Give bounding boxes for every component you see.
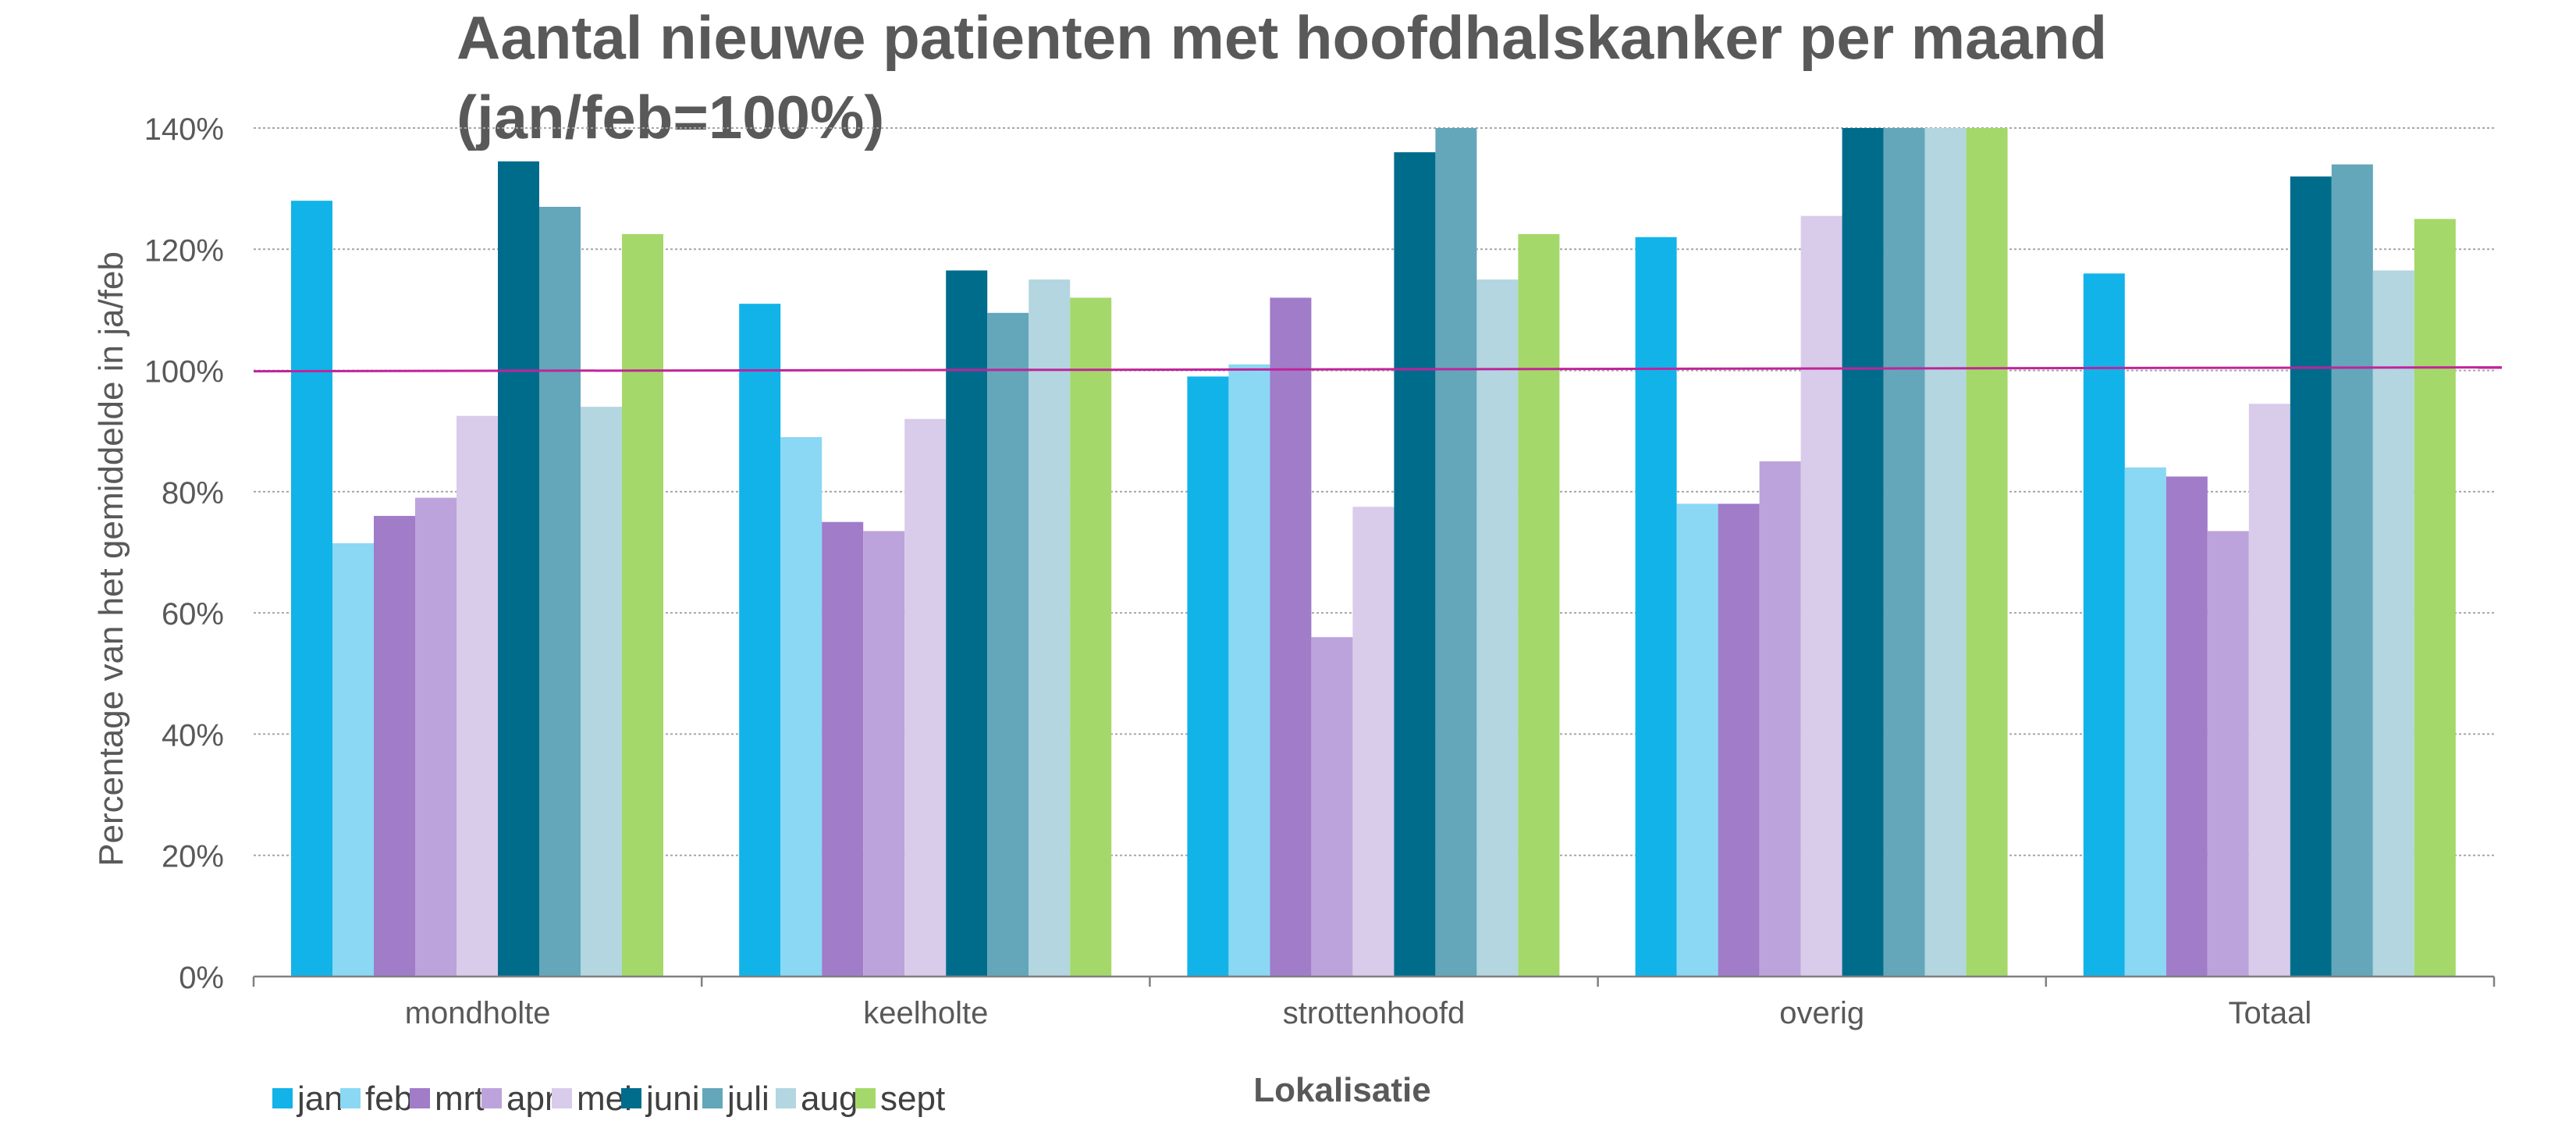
axes (252, 975, 2496, 987)
y-tick-label: 60% (162, 597, 224, 632)
bar-mei-overig (1800, 215, 1842, 977)
bar-sept-Totaal (2414, 219, 2456, 977)
legend-swatch-juni (621, 1088, 641, 1108)
bar-juni-mondholte (498, 161, 539, 977)
x-tick-label-strottenhoofd: strottenhoofd (1283, 996, 1466, 1030)
bar-juni-Totaal (2290, 176, 2332, 977)
bar-aug-strottenhoofd (1476, 279, 1519, 977)
reference-line-100 (253, 366, 2503, 373)
legend-swatch-sept (855, 1088, 876, 1108)
bar-apr-mondholte (415, 497, 457, 977)
legend-label-juni: juni (645, 1080, 700, 1118)
legend-swatch-jan (272, 1088, 293, 1108)
bar-feb-Totaal (2124, 467, 2166, 977)
bar-sept-overig (1966, 128, 2008, 977)
reference-line (253, 366, 2503, 373)
legend: jan feb mrt apr mei juni juli aug sept (272, 1080, 945, 1118)
bar-juli-overig (1883, 128, 1925, 977)
bar-aug-mondholte (581, 407, 622, 977)
legend-label-aug: aug (801, 1080, 858, 1118)
y-axis-title: Percentage van het gemiddelde in ja/feb (92, 251, 130, 866)
y-tick-label: 140% (144, 112, 224, 147)
bar-sept-keelholte (1070, 297, 1112, 977)
bar-mei-keelholte (904, 418, 947, 977)
bar-mrt-mondholte (374, 515, 415, 977)
bar-mei-mondholte (457, 415, 498, 977)
legend-label-feb: feb (365, 1080, 413, 1118)
bar-aug-Totaal (2372, 270, 2414, 977)
x-tick-label-Totaal: Totaal (2229, 996, 2312, 1030)
bar-mrt-Totaal (2166, 476, 2208, 977)
chart-title-line-2: (jan/feb=100%) (457, 83, 884, 151)
bar-apr-overig (1759, 461, 1801, 977)
bar-sept-mondholte (622, 233, 663, 977)
bar-juli-Totaal (2331, 164, 2373, 977)
y-tick-label: 80% (162, 476, 224, 511)
y-tick-label: 100% (144, 355, 224, 390)
bar-apr-strottenhoofd (1311, 637, 1353, 977)
x-axis-title: Lokalisatie (1253, 1071, 1430, 1109)
bar-juli-keelholte (987, 312, 1029, 977)
bar-aug-overig (1924, 128, 1967, 977)
x-tick-label-mondholte: mondholte (405, 996, 551, 1030)
y-tick-labels: 0% 20% 40% 60% 80% 100% 120% 140% (144, 112, 224, 995)
y-tick-label: 120% (144, 233, 224, 268)
legend-label-apr: apr (506, 1080, 556, 1118)
legend-swatch-mei (552, 1088, 572, 1108)
bar-mrt-strottenhoofd (1270, 297, 1312, 977)
bar-mei-Totaal (2248, 404, 2290, 977)
bar-mei-strottenhoofd (1352, 507, 1395, 977)
legend-swatch-mrt (410, 1088, 430, 1108)
legend-label-sept: sept (880, 1080, 945, 1118)
x-tick-label-keelholte: keelholte (863, 996, 988, 1030)
bar-juni-keelholte (946, 270, 988, 977)
legend-swatch-juli (702, 1088, 723, 1108)
x-tick-label-overig: overig (1779, 996, 1864, 1030)
bar-apr-keelholte (863, 531, 905, 977)
bar-feb-overig (1676, 503, 1718, 977)
bar-feb-mondholte (332, 543, 374, 977)
bars (291, 128, 2456, 977)
bar-jan-keelholte (739, 304, 781, 977)
bar-jan-Totaal (2083, 273, 2125, 977)
bar-juli-mondholte (539, 206, 581, 977)
bar-jan-strottenhoofd (1187, 376, 1229, 977)
bar-apr-Totaal (2207, 531, 2249, 977)
bar-feb-strottenhoofd (1228, 364, 1270, 977)
legend-label-juli: juli (726, 1080, 769, 1118)
bar-mrt-keelholte (822, 521, 864, 977)
chart-title-line-1: Aantal nieuwe patienten met hoofdhalskan… (457, 3, 2107, 72)
x-tick-labels: mondholte keelholte strottenhoofd overig Tot… (405, 996, 2312, 1030)
bar-aug-keelholte (1029, 279, 1071, 977)
bar-jan-mondholte (291, 201, 332, 977)
legend-swatch-aug (776, 1088, 796, 1108)
y-tick-label: 20% (162, 840, 224, 874)
legend-label-jan: jan (296, 1080, 343, 1118)
bar-feb-keelholte (780, 436, 823, 977)
legend-swatch-feb (340, 1088, 361, 1108)
bar-mrt-overig (1718, 503, 1760, 977)
y-tick-label: 40% (162, 718, 224, 753)
y-tick-label: 0% (179, 961, 224, 995)
bar-juni-strottenhoofd (1394, 152, 1436, 977)
legend-swatch-apr (481, 1088, 502, 1108)
bar-sept-strottenhoofd (1518, 233, 1560, 977)
bar-jan-overig (1635, 237, 1677, 977)
bar-juli-strottenhoofd (1435, 128, 1477, 977)
legend-label-mrt: mrt (435, 1080, 485, 1118)
bar-juni-overig (1842, 128, 1884, 977)
